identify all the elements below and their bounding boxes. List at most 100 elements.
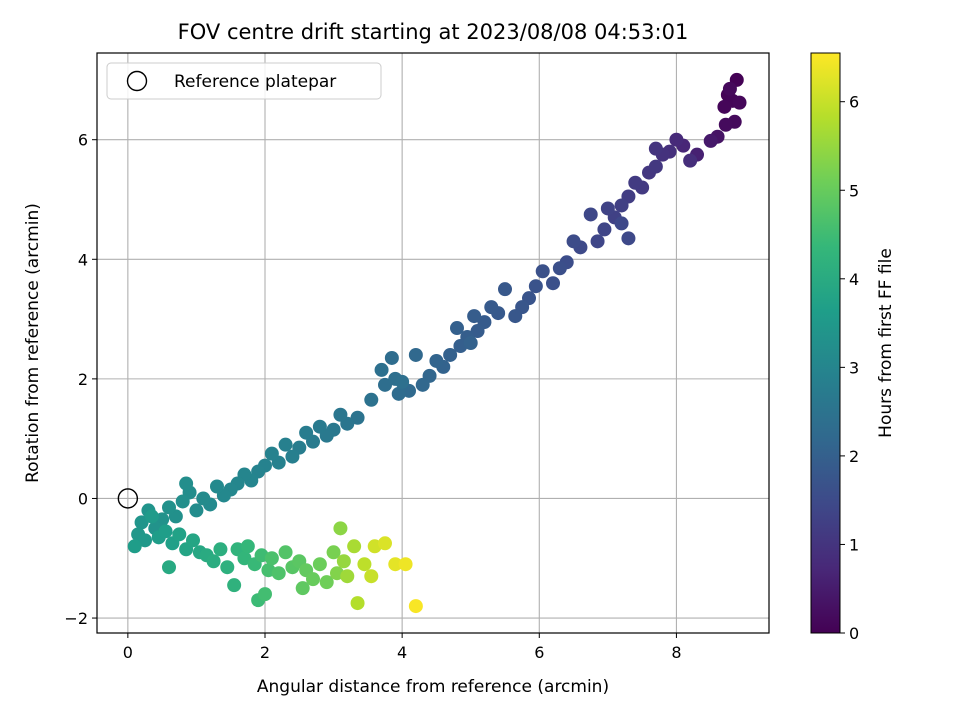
data-point — [175, 494, 190, 509]
y-tick-label: 2 — [78, 370, 88, 389]
data-point — [306, 572, 320, 587]
data-point — [415, 377, 430, 392]
x-tick-label: 2 — [260, 643, 270, 662]
colorbar-fill — [810, 52, 841, 634]
data-point — [162, 500, 176, 515]
data-point — [350, 410, 365, 425]
data-point — [391, 386, 406, 401]
data-point — [350, 596, 365, 611]
data-point — [722, 81, 737, 96]
legend-entry: Reference platepar — [174, 72, 336, 92]
y-tick-label: 4 — [78, 250, 88, 269]
data-point — [648, 159, 663, 174]
plot-frame — [96, 52, 770, 634]
data-point — [463, 336, 478, 350]
colorbar-tick-label: 4 — [849, 270, 859, 289]
colorbar-tick-label: 1 — [849, 535, 859, 554]
data-point — [336, 554, 351, 569]
data-point — [220, 560, 235, 575]
y-tick-label: −2 — [64, 609, 88, 628]
colorbar-tick-label: 6 — [849, 93, 859, 112]
data-point — [271, 566, 286, 581]
colorbar-label: Hours from first FF file — [876, 248, 896, 438]
data-point — [210, 479, 224, 494]
data-point — [718, 117, 733, 132]
x-tick-label: 6 — [534, 643, 544, 662]
data-point — [319, 575, 334, 590]
y-tick-label: 6 — [78, 131, 88, 150]
data-point — [347, 539, 362, 554]
data-point — [179, 476, 194, 491]
colorbar-tick-label: 0 — [849, 624, 859, 643]
data-point — [484, 300, 499, 315]
data-point — [669, 132, 684, 147]
data-point — [312, 419, 327, 434]
data-point — [213, 542, 228, 557]
data-point — [237, 551, 252, 566]
data-point — [535, 264, 550, 279]
colorbar-ticks: 0 1 2 3 4 5 6 — [840, 93, 859, 643]
data-point — [258, 587, 272, 602]
data-point — [326, 545, 341, 560]
data-point — [648, 141, 663, 156]
data-point — [590, 234, 605, 249]
legend: Reference platepar — [106, 62, 382, 100]
data-point — [628, 175, 643, 190]
reference-point — [117, 488, 139, 509]
y-axis-label: Rotation from reference (arcmin) — [23, 203, 43, 483]
data-point — [508, 309, 523, 324]
x-tick-label: 4 — [397, 643, 407, 662]
data-point — [583, 207, 598, 222]
data-point — [227, 578, 242, 593]
data-point — [364, 569, 379, 584]
data-point — [138, 533, 152, 548]
x-tick-label: 8 — [671, 643, 681, 662]
data-point — [172, 527, 187, 542]
data-point — [450, 321, 464, 336]
data-point — [408, 347, 423, 362]
data-point — [384, 350, 399, 365]
data-point — [467, 309, 482, 324]
x-axis-ticks: 0 2 4 6 8 — [123, 633, 682, 662]
data-point — [552, 261, 567, 276]
data-point — [614, 198, 629, 213]
data-point — [186, 533, 200, 548]
data-point — [566, 234, 581, 249]
data-point — [333, 521, 348, 536]
data-point — [364, 392, 379, 407]
data-point — [240, 539, 255, 554]
data-point — [295, 581, 310, 596]
data-point — [398, 557, 413, 572]
x-tick-label: 0 — [123, 643, 133, 662]
colorbar-tick-label: 5 — [849, 181, 859, 200]
data-point — [144, 509, 159, 524]
data-point — [278, 437, 293, 452]
data-point — [206, 554, 221, 569]
legend-marker — [126, 70, 148, 92]
y-axis-ticks: −2 0 2 4 6 — [64, 131, 97, 628]
data-point — [388, 557, 403, 572]
data-point — [285, 449, 300, 464]
data-point — [158, 524, 173, 539]
data-point — [703, 133, 718, 148]
x-axis-label: Angular distance from reference (arcmin) — [257, 677, 609, 697]
colorbar-tick-label: 3 — [849, 358, 859, 377]
colorbar: 0 1 2 3 4 5 6 Hours from first FF file — [810, 52, 896, 643]
chart-title: FOV centre drift starting at 2023/08/08 … — [178, 20, 689, 44]
data-point — [597, 222, 612, 237]
data-point — [374, 362, 389, 377]
data-point — [264, 551, 279, 566]
data-point — [378, 377, 392, 392]
data-point — [312, 557, 327, 572]
data-point — [134, 515, 149, 530]
data-point — [732, 95, 747, 110]
data-point — [378, 536, 392, 551]
data-point — [264, 446, 279, 461]
data-point — [340, 569, 355, 584]
scatter-points — [127, 72, 747, 614]
data-point — [528, 279, 543, 294]
data-point — [189, 503, 204, 518]
data-point — [429, 353, 444, 368]
data-point — [546, 276, 560, 291]
data-point — [621, 231, 636, 246]
